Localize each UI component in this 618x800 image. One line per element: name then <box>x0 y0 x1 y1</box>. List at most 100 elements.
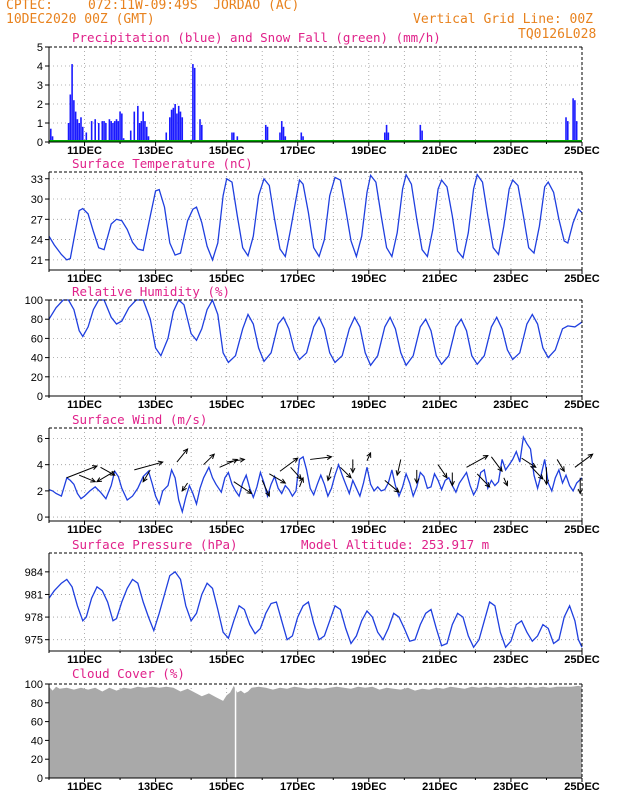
x-date-label: 11DEC <box>67 654 102 666</box>
panel-1 <box>45 171 583 274</box>
wind-arrow <box>384 480 400 493</box>
x-date-label: 25DEC <box>564 654 600 666</box>
x-date-label: 17DEC <box>280 145 316 157</box>
precip-bar <box>117 121 120 142</box>
y-tick-label: 2 <box>37 486 43 498</box>
wind-arrow <box>233 481 252 494</box>
precip-bar <box>129 130 132 142</box>
y-tick-label: 981 <box>25 589 43 601</box>
precip-bar <box>74 111 77 142</box>
precip-bar <box>385 124 388 142</box>
x-date-label: 21DEC <box>422 399 458 411</box>
y-tick-label: 80 <box>31 314 43 326</box>
y-tick-label: 0 <box>37 137 43 149</box>
wind-arrow <box>299 477 304 488</box>
precip-bar <box>279 132 281 142</box>
precip-bar <box>264 124 267 142</box>
x-date-label: 15DEC <box>209 781 245 793</box>
cloud-cover-area <box>49 685 582 778</box>
precip-bar <box>69 94 72 142</box>
wind-arrow <box>66 465 98 479</box>
header-grid-note: Vertical Grid Line: 00Z <box>413 12 594 27</box>
y-tick-label: 100 <box>25 679 43 691</box>
x-date-label: 21DEC <box>422 273 458 285</box>
wind-arrowhead <box>449 480 455 487</box>
precip-bar <box>284 136 287 142</box>
wind-arrowhead <box>587 453 594 459</box>
precip-bar <box>145 126 148 142</box>
precip-bar <box>572 98 574 142</box>
wind-arrowhead <box>394 487 400 493</box>
precip-bar <box>103 121 105 142</box>
header-location: 072:11W-09:49S JORDAO (AC) <box>88 0 300 13</box>
x-date-label: 17DEC <box>280 399 316 411</box>
precip-bar <box>192 64 194 142</box>
wind-arrow <box>100 466 115 476</box>
precip-bar <box>199 119 201 142</box>
panel-title: Relative Humidity (%) <box>72 284 230 299</box>
wind-arrowhead <box>543 479 550 486</box>
x-date-label: 13DEC <box>138 273 174 285</box>
precip-bar <box>200 124 203 142</box>
wind-arrowhead <box>90 477 97 483</box>
precip-bar <box>566 121 569 142</box>
precip-bar <box>574 100 576 142</box>
precip-bar <box>51 136 54 142</box>
wind-arrow <box>490 456 503 472</box>
precip-bar <box>71 64 73 142</box>
x-date-label: 21DEC <box>422 654 458 666</box>
wind-arrow <box>521 457 537 468</box>
wind-arrow <box>79 474 96 483</box>
precip-bar <box>97 123 100 142</box>
series-line <box>48 298 583 367</box>
x-date-label: 25DEC <box>564 145 600 157</box>
precip-bar <box>232 132 235 142</box>
y-tick-label: 21 <box>31 255 43 267</box>
wind-arrow <box>310 456 332 460</box>
precip-bar <box>67 123 70 142</box>
x-date-label: 23DEC <box>493 145 529 157</box>
wind-arrow <box>466 455 489 468</box>
precip-bar <box>421 130 423 142</box>
y-tick-label: 6 <box>37 433 43 445</box>
x-date-label: 25DEC <box>564 781 600 793</box>
x-date-label: 25DEC <box>564 524 600 536</box>
y-tick-label: 20 <box>31 372 43 384</box>
y-tick-label: 4 <box>37 61 43 73</box>
x-date-label: 17DEC <box>280 654 316 666</box>
y-tick-label: 33 <box>31 174 43 186</box>
x-date-label: 17DEC <box>280 273 316 285</box>
wind-arrow <box>203 453 215 466</box>
precip-bar <box>101 121 104 142</box>
y-tick-label: 984 <box>25 567 43 579</box>
wind-arrow <box>96 470 115 483</box>
x-date-label: 19DEC <box>351 273 387 285</box>
precip-bar <box>144 121 146 142</box>
precip-bar <box>177 105 180 142</box>
precip-bar <box>108 119 111 142</box>
wind-arrow <box>290 466 302 480</box>
x-date-label: 17DEC <box>280 781 316 793</box>
x-date-label: 13DEC <box>138 654 174 666</box>
y-tick-label: 0 <box>37 773 43 785</box>
x-date-label: 25DEC <box>564 273 600 285</box>
wind-arrowhead <box>326 454 333 460</box>
precip-bar <box>81 126 84 142</box>
x-date-label: 15DEC <box>209 273 245 285</box>
wind-arrowhead <box>442 472 448 479</box>
wind-arrowhead <box>538 474 544 480</box>
series-line <box>48 435 583 515</box>
wind-arrowhead <box>299 476 304 483</box>
wind-arrow <box>530 465 544 480</box>
panel-0 <box>45 46 583 146</box>
x-date-label: 19DEC <box>351 781 387 793</box>
wind-arrowhead <box>292 457 299 463</box>
x-date-label: 19DEC <box>351 654 387 666</box>
wind-arrow <box>340 466 352 479</box>
x-date-label: 25DEC <box>564 399 600 411</box>
x-date-label: 13DEC <box>138 524 174 536</box>
panel-3 <box>45 427 594 525</box>
x-date-label: 11DEC <box>67 399 102 411</box>
precip-bar <box>112 123 114 142</box>
precip-bar <box>113 121 116 142</box>
